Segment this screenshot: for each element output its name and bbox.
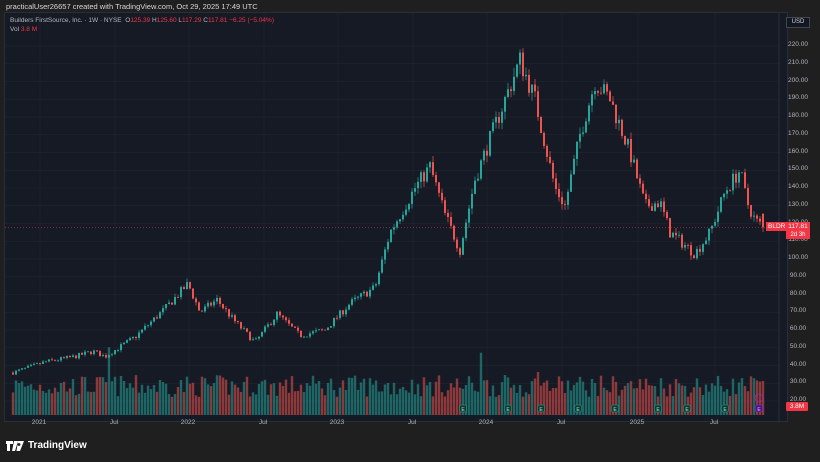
time-tick-label: Jul <box>556 419 566 426</box>
close-value: 117.81 <box>207 17 228 24</box>
price-axis[interactable]: 220.00 210.00 200.00 190.00 180.00 170.00 160.… <box>784 0 814 420</box>
price-tick-label: 60.00 <box>789 325 807 332</box>
price-tick-label: 140.00 <box>788 183 808 190</box>
symbol-description[interactable]: Builders FirstSource, Inc. · 1W · NYSE <box>10 17 122 24</box>
time-tick-label: 2021 <box>31 419 47 426</box>
time-tick-label: 2024 <box>478 419 494 426</box>
price-tick-label: 200.00 <box>788 76 808 84</box>
currency-badge[interactable]: USD <box>786 17 810 28</box>
ticker-price-tag: BLDR <box>766 222 788 231</box>
time-tick-label: Jul <box>407 419 417 426</box>
tradingview-logo-icon <box>6 440 24 451</box>
svg-text:E: E <box>576 407 580 413</box>
time-tick-label: Jul <box>709 419 719 426</box>
low-value: 117.29 <box>182 17 202 24</box>
svg-text:E: E <box>506 407 510 413</box>
svg-text:E: E <box>539 407 543 413</box>
svg-text:E: E <box>461 407 465 413</box>
time-tick-label: Jul <box>258 419 268 426</box>
price-tick-label: 90.00 <box>789 271 807 279</box>
volume-tag: 3.8M <box>786 402 808 411</box>
time-axis[interactable]: 2021 Jul 2022 Jul 2023 Jul 2024 Jul 2025 Jul <box>4 414 778 430</box>
bar-countdown: 2d 3h <box>786 231 810 239</box>
price-tick-label: 30.00 <box>789 378 807 386</box>
price-tick-label: 130.00 <box>788 200 808 208</box>
price-tick-label: 150.00 <box>788 165 808 173</box>
svg-text:E: E <box>723 407 727 413</box>
svg-text:E: E <box>757 407 761 413</box>
brand-name: TradingView <box>28 440 87 451</box>
time-tick-label: 2022 <box>180 419 196 426</box>
price-tick-label: 210.00 <box>788 58 808 66</box>
tradingview-logo: TradingView <box>6 440 87 451</box>
time-tick-label: 2025 <box>629 419 645 426</box>
price-tick-label: 50.00 <box>789 342 807 350</box>
time-tick-label: Jul <box>109 419 119 426</box>
volume-value: 3.8 M <box>20 26 38 33</box>
svg-text:E: E <box>656 407 660 413</box>
price-tick-label: 190.00 <box>788 94 808 102</box>
price-tick-label: 170.00 <box>788 129 808 137</box>
chart-pane[interactable]: E E E E E E E E E Builders FirstSource, Inc. · 1… <box>4 12 789 423</box>
snapshot-caption: practicalUser26657 created with TradingV… <box>6 2 258 11</box>
price-tick-label: 110.00 <box>788 236 808 244</box>
close-label: C <box>203 17 208 24</box>
svg-text:E: E <box>613 407 617 413</box>
volume-label: Vol <box>10 26 20 33</box>
price-tick-label: 40.00 <box>789 360 807 368</box>
change-value: −6.25 (−5.04%) <box>229 17 274 24</box>
high-label: H <box>152 17 157 24</box>
price-tick-label: 220.00 <box>788 41 808 48</box>
price-tick-label: 180.00 <box>788 112 808 119</box>
low-label: L <box>178 17 183 24</box>
price-tick-label: 20.00 <box>789 396 807 403</box>
last-price-label: 117.81 <box>786 222 810 231</box>
price-tick-label: 70.00 <box>789 307 807 315</box>
price-tick-label: 80.00 <box>789 289 807 297</box>
price-tick-label: 160.00 <box>788 147 808 155</box>
time-tick-label: 2023 <box>329 419 345 426</box>
price-tick-label: 100.00 <box>788 254 808 261</box>
svg-text:E: E <box>685 407 689 413</box>
open-value: 125.39 <box>130 17 151 24</box>
high-value: 125.60 <box>156 17 177 24</box>
open-label: O <box>125 17 131 24</box>
symbol-legend: Builders FirstSource, Inc. · 1W · NYSE O… <box>10 16 274 34</box>
